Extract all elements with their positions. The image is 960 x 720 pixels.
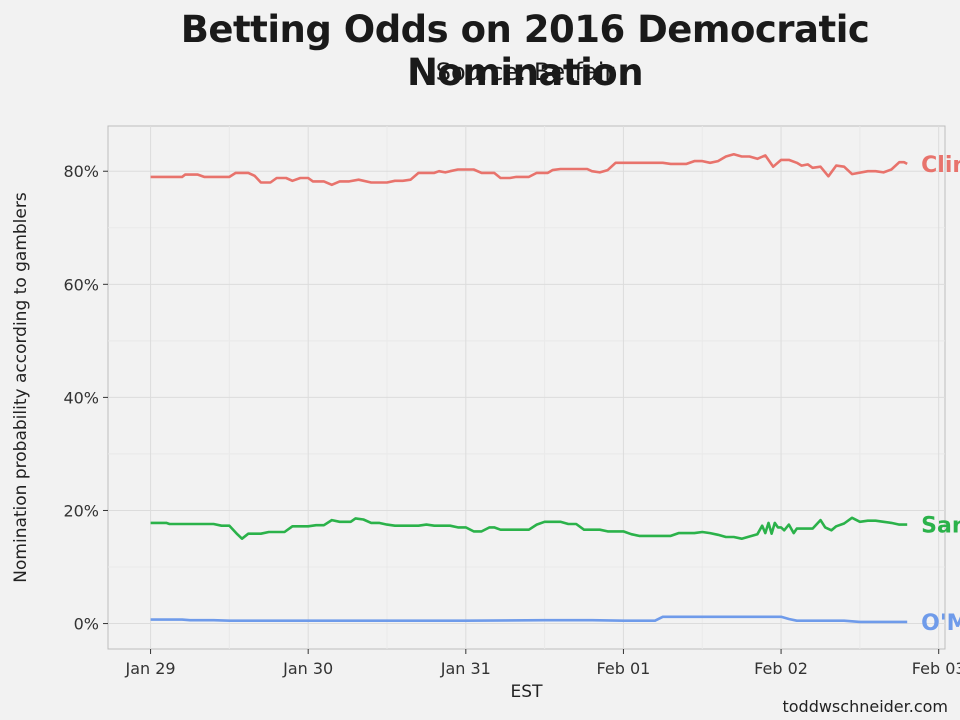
gridlines — [108, 126, 945, 649]
series-label-omalley: O'Malley — [921, 611, 960, 636]
series-lines — [150, 153, 908, 624]
plot-area — [107, 125, 946, 650]
y-tick-label: 80% — [63, 162, 99, 181]
y-tick-label: 40% — [63, 388, 99, 407]
x-tick-label: Jan 30 — [282, 659, 333, 678]
y-tick-label: 0% — [74, 615, 99, 634]
axes: Jan 29 Jan 30 Jan 31 Feb 01 Feb 02 Feb 03 0% 20… — [11, 162, 960, 702]
source-credit: toddwschneider.com — [782, 697, 948, 716]
y-axis-title: Nomination probability according to gamb… — [11, 192, 31, 583]
plot-border — [107, 125, 946, 650]
chart-subtitle: Source: Betfair — [435, 58, 615, 86]
series-line-clinton — [150, 153, 908, 187]
x-tick-label: Feb 03 — [912, 659, 960, 678]
series-line-sanders — [150, 516, 908, 540]
x-tick-label: Feb 01 — [597, 659, 651, 678]
x-tick-label: Feb 02 — [754, 659, 808, 678]
series-label-clinton: Clinton — [921, 153, 960, 178]
series-line-omalley — [150, 615, 908, 624]
y-tick-label: 60% — [63, 275, 99, 294]
chart-title: Betting Odds on 2016 Democratic Nominati… — [180, 8, 870, 94]
series-labels: Clinton Sanders O'Malley — [921, 153, 960, 636]
x-axis-title: EST — [511, 682, 544, 702]
series-label-sanders: Sanders — [921, 514, 960, 539]
x-tick-label: Jan 31 — [440, 659, 491, 678]
y-tick-label: 20% — [63, 501, 99, 520]
x-tick-label: Jan 29 — [125, 659, 176, 678]
